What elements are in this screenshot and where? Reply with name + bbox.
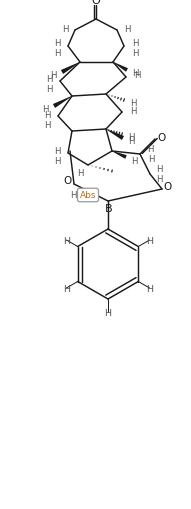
Text: H: H [156,165,162,174]
Text: H: H [62,24,68,34]
Text: H: H [46,86,52,94]
Text: H: H [156,175,162,184]
Text: H: H [63,236,70,245]
Text: O: O [63,176,71,186]
Text: H: H [44,110,50,119]
Text: H: H [77,169,83,178]
Text: O: O [164,182,172,191]
Text: H: H [63,284,70,293]
Text: H: H [146,284,153,293]
Text: H: H [132,39,138,48]
Text: H: H [54,49,60,59]
Text: H: H [50,71,56,80]
Text: O: O [92,0,100,6]
Polygon shape [53,97,72,109]
Text: H: H [132,69,138,78]
Polygon shape [61,63,80,75]
Text: H: H [131,156,137,165]
Text: H: H [124,24,130,34]
Polygon shape [106,130,124,140]
Text: H: H [128,137,134,146]
Text: Abs: Abs [80,191,96,200]
Polygon shape [112,152,127,159]
Text: H: H [148,154,154,163]
Text: H: H [70,191,76,200]
Text: H: H [54,146,60,155]
Text: H: H [134,71,140,80]
Polygon shape [113,63,128,73]
Text: H: H [42,105,48,115]
Text: H: H [132,49,138,59]
Text: H: H [44,120,50,129]
Text: B: B [105,204,113,214]
Text: H: H [130,99,136,108]
Text: H: H [146,236,153,245]
Text: O: O [157,133,165,143]
Text: H: H [147,144,153,153]
Text: H: H [104,308,112,317]
Text: H: H [54,39,60,48]
Text: H: H [130,106,136,115]
Text: H: H [128,133,134,142]
Text: H: H [54,156,60,165]
Text: H: H [46,75,52,84]
